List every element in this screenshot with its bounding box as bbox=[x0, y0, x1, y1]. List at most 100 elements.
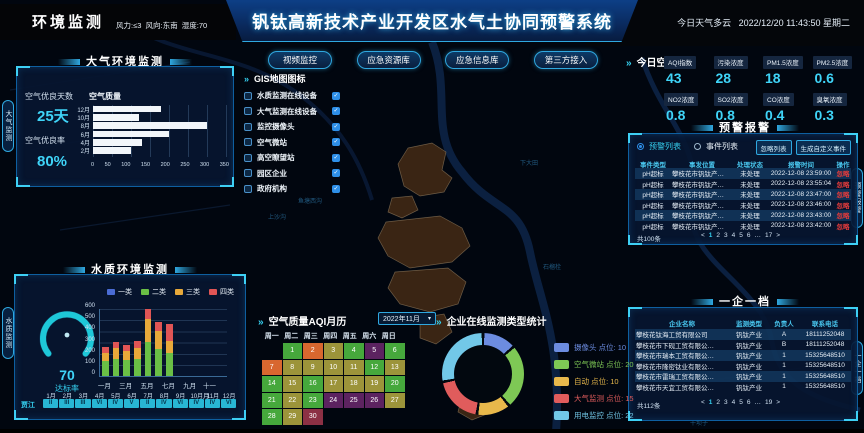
ignore-action[interactable]: 忽略 bbox=[836, 171, 850, 179]
toolbar-button-应急资源库[interactable]: 应急资源库 bbox=[356, 51, 421, 69]
page-item[interactable]: > bbox=[776, 232, 781, 239]
alarm-tab-预警列表[interactable]: 预警列表 bbox=[637, 141, 681, 152]
calendar-day[interactable]: 11 bbox=[344, 359, 364, 375]
alarm-row[interactable]: pH超标 攀枝花市钒钛产… 未处理 2022-12-08 23:47:00 忽略 bbox=[635, 189, 851, 200]
alarm-row[interactable]: pH超标 攀枝花市钒钛产… 未处理 2022-12-08 23:42:00 忽略 bbox=[635, 221, 851, 232]
calendar-day[interactable]: 10 bbox=[323, 359, 343, 375]
alarm-row[interactable]: pH超标 攀枝花市钒钛产… 未处理 2022-12-08 23:59:00 忽略 bbox=[635, 168, 851, 179]
page-item[interactable]: 4 bbox=[731, 232, 736, 239]
calendar-day[interactable]: 7 bbox=[262, 359, 282, 375]
calendar-day[interactable]: 28 bbox=[262, 409, 282, 425]
ignore-action[interactable]: 忽略 bbox=[836, 181, 850, 189]
page-item[interactable]: … bbox=[754, 232, 762, 239]
cell-phone: 18111252048 bbox=[805, 330, 845, 338]
button-生成自定义事件[interactable]: 生成自定义事件 bbox=[795, 140, 851, 155]
page-active[interactable]: 1 bbox=[708, 232, 713, 239]
calendar-day[interactable]: 23 bbox=[303, 392, 323, 408]
gis-layer-item[interactable]: 空气微站 ✓ bbox=[244, 135, 340, 151]
button-忽略列表[interactable]: 忽略列表 bbox=[755, 140, 792, 155]
page-item[interactable]: … bbox=[754, 399, 762, 406]
page-item[interactable]: 3 bbox=[724, 232, 728, 239]
donut-legend-item: 自动 点位: 10 bbox=[554, 376, 634, 387]
ignore-action[interactable]: 忽略 bbox=[836, 192, 850, 200]
y-tick: 300 bbox=[84, 336, 95, 343]
side-tab-水质监测[interactable]: 水质监测 bbox=[2, 307, 14, 359]
calendar-day[interactable]: 15 bbox=[282, 376, 302, 392]
side-tab-大气监测[interactable]: 大气监测 bbox=[2, 100, 14, 152]
checkbox-checked-icon[interactable]: ✓ bbox=[332, 153, 340, 162]
gis-layer-item[interactable]: 园区企业 ✓ bbox=[244, 166, 340, 182]
gis-layer-item[interactable]: 水质监测在线设备 ✓ bbox=[244, 88, 340, 104]
calendar-day[interactable]: 2 bbox=[303, 343, 323, 359]
gis-layer-item[interactable]: 政府机构 ✓ bbox=[244, 181, 340, 197]
enterprise-row[interactable]: 攀枝花市瑞本工贸有限公… 钒钛产业 1 15325648510 bbox=[635, 350, 851, 361]
ignore-action[interactable]: 忽略 bbox=[836, 213, 850, 221]
calendar-day[interactable]: 29 bbox=[282, 409, 302, 425]
toolbar-button-应急信息库[interactable]: 应急信息库 bbox=[445, 51, 510, 69]
page-item[interactable]: 2 bbox=[716, 399, 721, 406]
calendar-day[interactable]: 18 bbox=[344, 376, 364, 392]
calendar-day[interactable]: 30 bbox=[303, 409, 323, 425]
page-item[interactable]: > bbox=[776, 399, 781, 406]
page-item[interactable]: 5 bbox=[739, 399, 743, 406]
calendar-day[interactable]: 25 bbox=[344, 392, 364, 408]
page-item[interactable]: 3 bbox=[724, 399, 728, 406]
page-item[interactable]: 4 bbox=[731, 399, 736, 406]
alarm-row[interactable]: pH超标 攀枝花市钒钛产… 未处理 2022-12-08 23:43:00 忽略 bbox=[635, 210, 851, 221]
calendar-day[interactable]: 19 bbox=[364, 376, 384, 392]
calendar-day[interactable]: 17 bbox=[323, 376, 343, 392]
radio-icon[interactable] bbox=[637, 143, 644, 150]
alarm-row[interactable]: pH超标 攀枝花市钒钛产… 未处理 2022-12-08 23:55:04 忽略 bbox=[635, 179, 851, 190]
calendar-day[interactable]: 3 bbox=[323, 343, 343, 359]
checkbox-checked-icon[interactable]: ✓ bbox=[332, 107, 340, 116]
page-item[interactable]: 6 bbox=[746, 232, 751, 239]
page-item[interactable]: 6 bbox=[746, 399, 751, 406]
calendar-day[interactable]: 16 bbox=[303, 376, 323, 392]
ignore-action[interactable]: 忽略 bbox=[836, 223, 850, 231]
toolbar-button-视频监控[interactable]: 视频监控 bbox=[268, 51, 332, 69]
enterprise-row[interactable]: 攀枝花市下砚工贸有限公… 钒钛产业 B 18111252048 bbox=[635, 340, 851, 351]
enterprise-row[interactable]: 攀枝花市天宜工贸有限公… 钒钛产业 1 15325648510 bbox=[635, 382, 851, 393]
calendar-day[interactable]: 6 bbox=[385, 343, 405, 359]
alarm-tab-事件列表[interactable]: 事件列表 bbox=[694, 141, 738, 152]
calendar-day[interactable]: 1 bbox=[282, 343, 302, 359]
page-active[interactable]: 1 bbox=[708, 399, 713, 406]
month-select-dropdown[interactable]: 2022年11月 ▾ bbox=[378, 312, 436, 325]
calendar-day[interactable]: 24 bbox=[323, 392, 343, 408]
enterprise-row[interactable]: 攀枝花钛海工贸有限公司 钒钛产业 A 18111252048 bbox=[635, 329, 851, 340]
calendar-day[interactable]: 21 bbox=[262, 392, 282, 408]
cell-name: 攀枝花市下砚工贸有限公… bbox=[636, 342, 714, 350]
calendar-day[interactable]: 9 bbox=[303, 359, 323, 375]
calendar-day[interactable]: 14 bbox=[262, 376, 282, 392]
calendar-day[interactable]: 27 bbox=[385, 392, 405, 408]
calendar-day[interactable]: 5 bbox=[364, 343, 384, 359]
toolbar-button-第三方接入[interactable]: 第三方接入 bbox=[533, 51, 598, 69]
page-item[interactable]: 17 bbox=[765, 232, 773, 239]
ignore-action[interactable]: 忽略 bbox=[836, 202, 850, 210]
page-item[interactable]: 19 bbox=[765, 399, 773, 406]
gis-layer-item[interactable]: 大气监测在线设备 ✓ bbox=[244, 104, 340, 120]
checkbox-checked-icon[interactable]: ✓ bbox=[332, 169, 340, 178]
calendar-day[interactable]: 4 bbox=[344, 343, 364, 359]
calendar-day[interactable]: 20 bbox=[385, 376, 405, 392]
enterprise-row[interactable]: 攀枝花市隆密钛业有限公… 钒钛产业 1 15325648510 bbox=[635, 361, 851, 372]
gis-layer-item[interactable]: 高空瞭望站 ✓ bbox=[244, 150, 340, 166]
calendar-day[interactable]: 8 bbox=[282, 359, 302, 375]
legend-label: 四类 bbox=[220, 289, 234, 296]
calendar-day[interactable]: 26 bbox=[364, 392, 384, 408]
calendar-day[interactable]: 12 bbox=[364, 359, 384, 375]
calendar-day[interactable]: 13 bbox=[385, 359, 405, 375]
page-item[interactable]: < bbox=[701, 399, 705, 406]
page-item[interactable]: < bbox=[701, 232, 705, 239]
checkbox-checked-icon[interactable]: ✓ bbox=[332, 91, 340, 100]
radio-icon[interactable] bbox=[694, 143, 701, 150]
page-item[interactable]: 2 bbox=[716, 232, 721, 239]
checkbox-checked-icon[interactable]: ✓ bbox=[332, 138, 340, 147]
gis-layer-item[interactable]: 监控摄像头 ✓ bbox=[244, 119, 340, 135]
checkbox-checked-icon[interactable]: ✓ bbox=[332, 184, 340, 193]
checkbox-checked-icon[interactable]: ✓ bbox=[332, 122, 340, 131]
alarm-row[interactable]: pH超标 攀枝花市钒钛产… 未处理 2022-12-08 23:46:00 忽略 bbox=[635, 200, 851, 211]
enterprise-row[interactable]: 攀枝花市雷瑞工贸有限公… 钒钛产业 1 15325648510 bbox=[635, 371, 851, 382]
page-item[interactable]: 5 bbox=[739, 232, 743, 239]
calendar-day[interactable]: 22 bbox=[282, 392, 302, 408]
